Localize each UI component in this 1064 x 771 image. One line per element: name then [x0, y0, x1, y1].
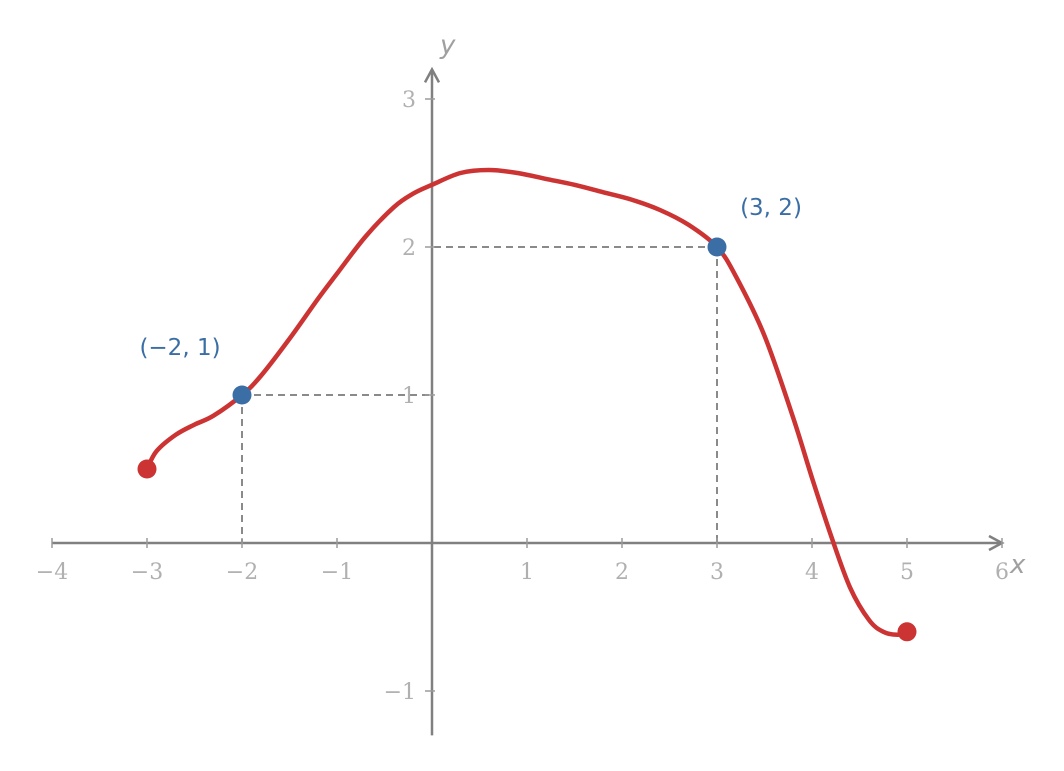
x-tick-label: 1 — [520, 560, 534, 585]
y-tick-label: 3 — [402, 88, 416, 113]
y-axis-label: y — [439, 30, 456, 60]
ticks: −4 −3 −2 −1 1 2 3 4 5 6 −1 1 2 3 — [36, 88, 1009, 705]
curve-endpoint — [137, 459, 157, 479]
function-curve — [144, 167, 910, 638]
y-tick-label: −1 — [384, 680, 416, 705]
x-tick-label: −3 — [131, 560, 163, 585]
x-tick-label: 3 — [710, 560, 724, 585]
points: (−2, 1) (3, 2) — [137, 195, 917, 642]
guide-lines — [241, 246, 718, 543]
x-tick-label: 2 — [615, 560, 629, 585]
point-label: (3, 2) — [740, 195, 802, 221]
marked-point — [707, 237, 727, 257]
curve-endpoint — [897, 622, 917, 642]
x-tick-label: −2 — [226, 560, 258, 585]
x-axis-label: x — [1009, 550, 1026, 580]
marked-point — [232, 385, 252, 405]
y-tick-label: 2 — [402, 236, 416, 261]
point-label: (−2, 1) — [139, 335, 220, 361]
x-tick-label: 5 — [900, 560, 914, 585]
y-axis-arrow — [423, 66, 441, 83]
x-tick-label: −1 — [321, 560, 353, 585]
x-tick-label: −4 — [36, 560, 68, 585]
x-tick-label: 6 — [995, 560, 1009, 585]
x-tick-label: 4 — [805, 560, 819, 585]
y-tick-label: 1 — [402, 384, 416, 409]
